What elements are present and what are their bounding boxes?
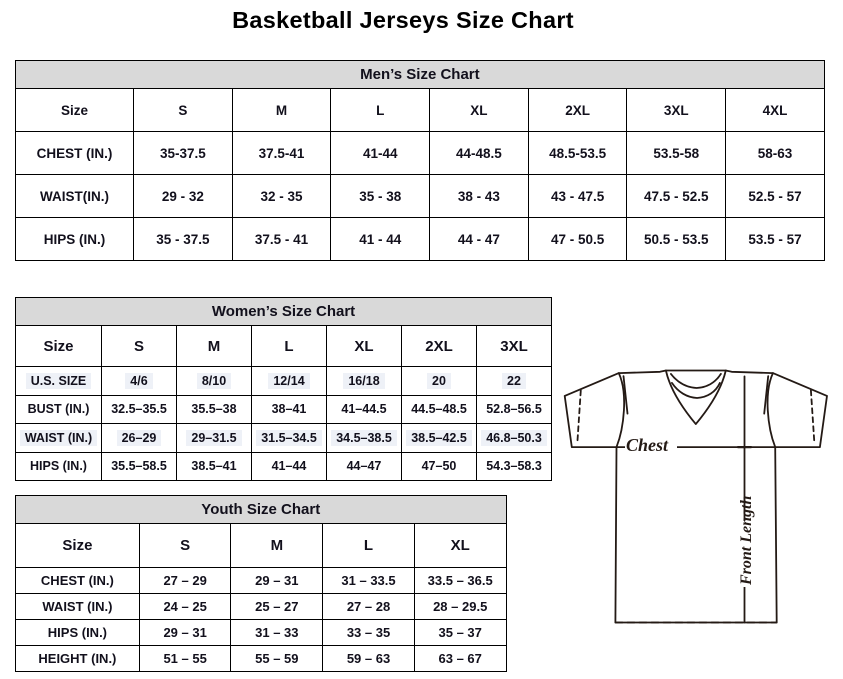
svg-text:Front Length: Front Length [738,496,755,586]
svg-text:Chest: Chest [626,435,669,455]
